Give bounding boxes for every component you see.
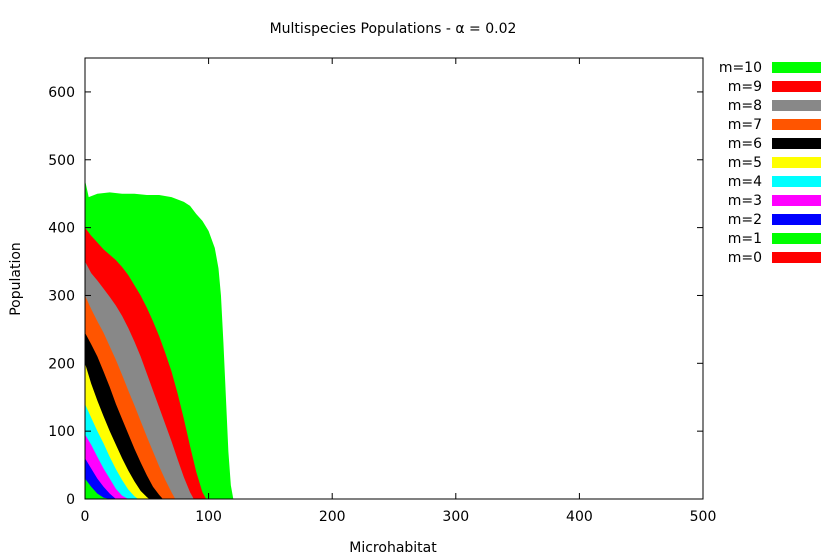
legend-swatch: [772, 138, 821, 149]
plot-frame: [84, 57, 704, 500]
chart-title: Multispecies Populations - α = 0.02: [270, 21, 517, 37]
y-axis: 0 100 200 300 400 500 600: [48, 85, 703, 508]
legend-label: m=4: [728, 174, 762, 190]
x-axis-label: Microhabitat: [349, 540, 437, 556]
x-tick-label: 400: [566, 509, 593, 525]
legend-swatch: [772, 157, 821, 168]
legend: m=10 m=9 m=8 m=7 m=6 m=5 m=4 m=3 m=2 m=1 m=0: [719, 60, 821, 266]
legend-label: m=6: [728, 136, 762, 152]
y-tick-label: 400: [48, 221, 75, 237]
x-axis: 0 100 200 300 400 500: [81, 58, 717, 525]
legend-swatch: [772, 195, 821, 206]
legend-swatch: [772, 233, 821, 244]
legend-swatch: [772, 214, 821, 225]
legend-swatch: [772, 252, 821, 263]
legend-label: m=0: [728, 250, 762, 266]
x-tick-label: 300: [442, 509, 469, 525]
legend-swatch: [772, 100, 821, 111]
y-tick-label: 500: [48, 153, 75, 169]
legend-label: m=8: [728, 98, 762, 114]
legend-label: m=10: [719, 60, 762, 76]
y-tick-label: 200: [48, 356, 75, 372]
x-tick-label: 0: [81, 509, 90, 525]
y-tick-label: 100: [48, 424, 75, 440]
legend-label: m=3: [728, 193, 762, 209]
legend-swatch: [772, 119, 821, 130]
y-axis-label: Population: [8, 242, 24, 316]
area-m-1: [85, 478, 110, 499]
y-tick-label: 600: [48, 85, 75, 101]
x-tick-label: 100: [195, 509, 222, 525]
y-tick-label: 300: [48, 288, 75, 304]
x-tick-label: 200: [319, 509, 346, 525]
legend-swatch: [772, 176, 821, 187]
legend-label: m=7: [728, 117, 762, 133]
legend-label: m=9: [728, 79, 762, 95]
legend-label: m=2: [728, 212, 762, 228]
x-tick-label: 500: [690, 509, 717, 525]
legend-label: m=5: [728, 155, 762, 171]
y-tick-label: 0: [66, 492, 75, 508]
legend-label: m=1: [728, 231, 762, 247]
plot-areas: [85, 180, 234, 499]
legend-swatch: [772, 62, 821, 73]
legend-swatch: [772, 81, 821, 92]
